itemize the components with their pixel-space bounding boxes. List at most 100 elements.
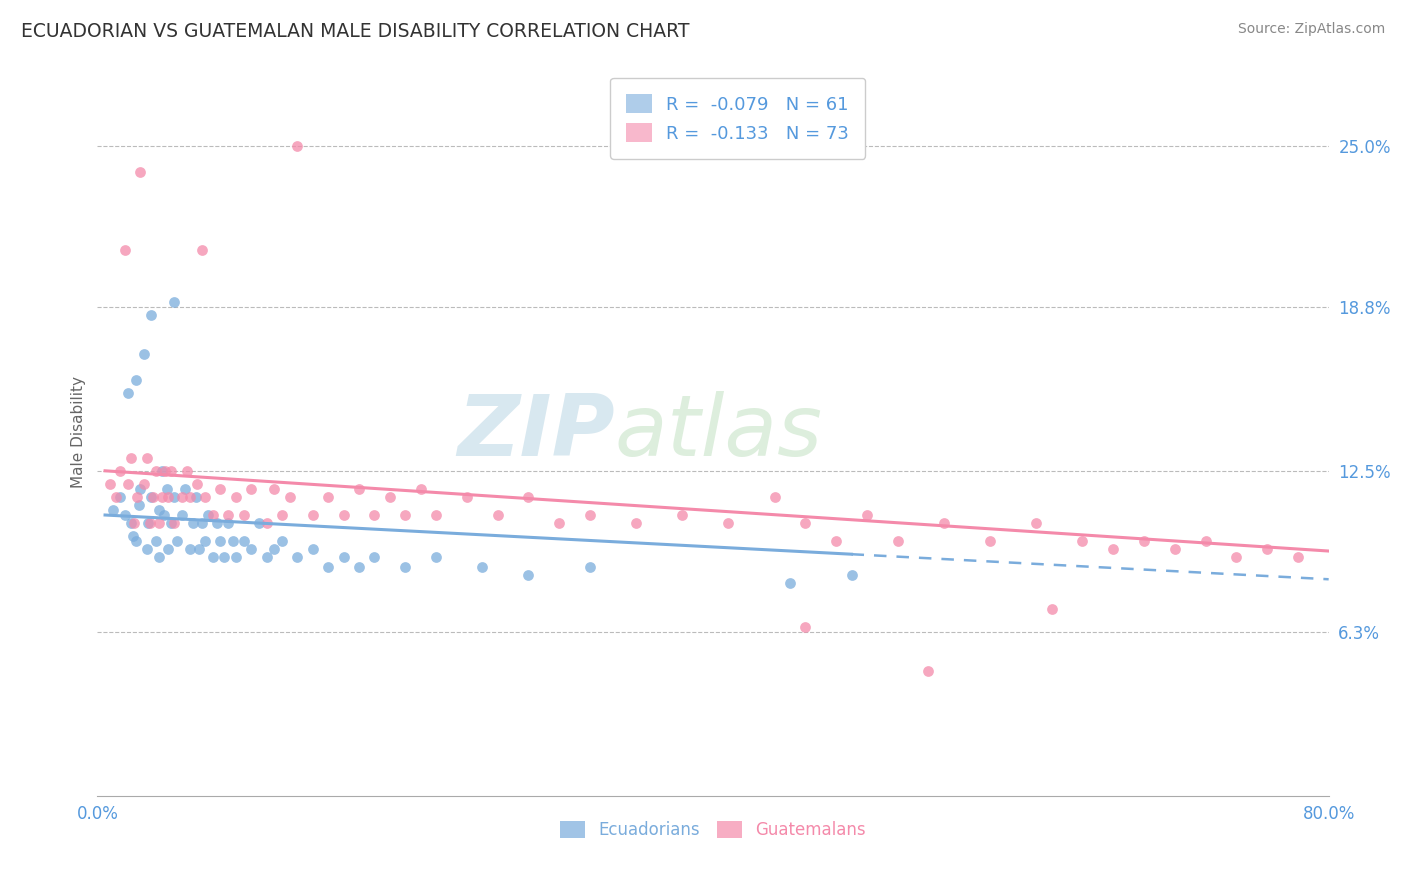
Point	[1256, 541, 1278, 556]
Point	[148, 549, 170, 564]
Point	[179, 541, 201, 556]
Point	[1164, 541, 1187, 556]
Point	[301, 508, 323, 523]
Point	[979, 534, 1001, 549]
Legend: R =  -0.079   N = 61, R =  -0.133   N = 73: R = -0.079 N = 61, R = -0.133 N = 73	[610, 78, 865, 159]
Point	[187, 541, 209, 556]
Point	[114, 508, 136, 523]
Point	[247, 516, 270, 530]
Point	[135, 451, 157, 466]
Point	[184, 490, 207, 504]
Point	[316, 560, 339, 574]
Point	[132, 477, 155, 491]
Point	[217, 516, 239, 530]
Point	[194, 490, 217, 504]
Point	[886, 534, 908, 549]
Point	[174, 483, 197, 497]
Point	[225, 549, 247, 564]
Point	[163, 295, 186, 310]
Point	[125, 534, 148, 549]
Point	[794, 620, 817, 634]
Point	[579, 560, 602, 574]
Point	[517, 568, 540, 582]
Text: atlas: atlas	[614, 391, 823, 474]
Point	[394, 560, 416, 574]
Point	[104, 490, 127, 504]
Point	[278, 490, 301, 504]
Point	[110, 490, 132, 504]
Point	[363, 508, 385, 523]
Point	[114, 244, 136, 258]
Point	[110, 464, 132, 478]
Point	[287, 139, 309, 153]
Text: Source: ZipAtlas.com: Source: ZipAtlas.com	[1237, 22, 1385, 37]
Point	[232, 534, 254, 549]
Point	[471, 560, 494, 574]
Point	[856, 508, 879, 523]
Point	[141, 490, 163, 504]
Point	[153, 464, 176, 478]
Point	[152, 508, 174, 523]
Text: ZIP: ZIP	[457, 391, 614, 474]
Point	[207, 516, 229, 530]
Point	[141, 308, 163, 322]
Point	[163, 516, 186, 530]
Point	[347, 483, 370, 497]
Point	[209, 534, 232, 549]
Point	[194, 534, 217, 549]
Point	[456, 490, 478, 504]
Point	[1133, 534, 1156, 549]
Point	[225, 490, 247, 504]
Point	[486, 508, 509, 523]
Point	[136, 516, 159, 530]
Point	[157, 541, 180, 556]
Point	[125, 373, 148, 387]
Point	[160, 464, 183, 478]
Point	[517, 490, 540, 504]
Point	[145, 534, 167, 549]
Point	[138, 516, 160, 530]
Point	[181, 516, 204, 530]
Point	[186, 477, 208, 491]
Point	[176, 464, 198, 478]
Point	[166, 534, 188, 549]
Point	[301, 541, 323, 556]
Point	[179, 490, 201, 504]
Point	[150, 490, 173, 504]
Point	[201, 549, 224, 564]
Point	[378, 490, 401, 504]
Point	[1040, 601, 1063, 615]
Point	[287, 549, 309, 564]
Point	[121, 529, 143, 543]
Point	[170, 490, 193, 504]
Point	[825, 534, 848, 549]
Point	[212, 549, 235, 564]
Text: ECUADORIAN VS GUATEMALAN MALE DISABILITY CORRELATION CHART: ECUADORIAN VS GUATEMALAN MALE DISABILITY…	[21, 22, 689, 41]
Point	[332, 549, 354, 564]
Point	[717, 516, 740, 530]
Point	[124, 516, 146, 530]
Point	[425, 508, 447, 523]
Point	[256, 516, 278, 530]
Point	[156, 483, 179, 497]
Point	[394, 508, 416, 523]
Y-axis label: Male Disability: Male Disability	[72, 376, 86, 488]
Point	[1194, 534, 1216, 549]
Point	[163, 490, 186, 504]
Point	[347, 560, 370, 574]
Point	[271, 508, 294, 523]
Point	[129, 483, 152, 497]
Point	[128, 498, 150, 512]
Point	[98, 477, 121, 491]
Point	[191, 516, 214, 530]
Point	[132, 347, 155, 361]
Point	[271, 534, 294, 549]
Point	[150, 464, 173, 478]
Point	[794, 516, 817, 530]
Point	[548, 516, 571, 530]
Point	[145, 464, 167, 478]
Point	[197, 508, 219, 523]
Point	[1025, 516, 1047, 530]
Point	[117, 386, 139, 401]
Point	[425, 549, 447, 564]
